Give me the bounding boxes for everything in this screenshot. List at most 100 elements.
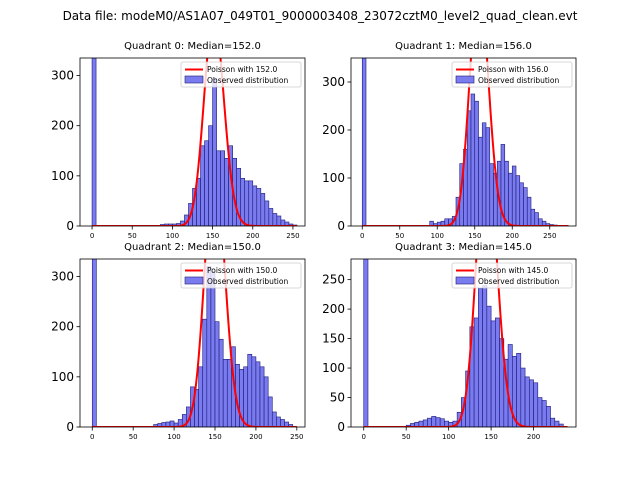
histogram-bar (422, 419, 428, 427)
histogram-bar (91, 58, 97, 226)
histogram-bar (263, 376, 269, 427)
legend-poisson-label: Poisson with 145.0 (478, 266, 548, 275)
histogram-bar (198, 366, 204, 427)
y-tick-label: 150 (322, 332, 345, 346)
histogram-bar (541, 400, 547, 427)
y-tick-label: 250 (322, 273, 345, 287)
histogram-bar (226, 358, 232, 427)
x-tick-label: 50 (129, 433, 138, 441)
histogram-bar (256, 188, 262, 226)
legend-observed-label: Observed distribution (207, 76, 288, 85)
histogram-bar (260, 193, 266, 226)
histogram-bar (272, 213, 278, 226)
histogram-bar (526, 196, 532, 226)
histogram-bar (489, 163, 494, 226)
x-tick-label: 250 (290, 433, 303, 441)
legend-box (451, 262, 573, 289)
histogram-bar (280, 419, 285, 427)
legend-box (180, 262, 302, 289)
x-tick-label: 150 (206, 232, 219, 240)
histogram-bar (251, 356, 257, 427)
histogram-bar (474, 100, 479, 226)
subplot-grid: Quadrant 0: Median=152.0 0 100 200 300 0 50 100… (51, 41, 577, 441)
histogram-bar (276, 215, 282, 226)
y-tick-label: 300 (51, 69, 74, 83)
subplot-quadrant-0: Quadrant 0: Median=152.0 0 100 200 300 0 50 100… (51, 41, 306, 240)
x-tick-label: 0 (360, 232, 364, 240)
poisson-curve (92, 58, 297, 226)
histogram-bar (504, 160, 509, 226)
histogram-bar (202, 318, 208, 427)
histogram-bar (511, 165, 517, 226)
x-tick-label: 0 (90, 232, 94, 240)
histogram-bar (470, 93, 476, 226)
histogram-bar (482, 285, 488, 427)
histogram-bar (271, 411, 277, 427)
x-tick-label: 250 (543, 232, 556, 240)
histogram-bar (550, 417, 556, 427)
y-tick-label: 100 (51, 169, 74, 183)
histogram-bars (91, 58, 298, 226)
legend-observed-swatch (184, 276, 204, 285)
subplot-title: Quadrant 0: Median=152.0 (124, 41, 261, 52)
histogram-bar (537, 397, 543, 427)
histogram-bar (431, 416, 437, 427)
legend-observed-label: Observed distribution (478, 76, 559, 85)
histogram-bar (204, 140, 209, 226)
y-tick-label: 0 (337, 420, 345, 434)
legend-observed-swatch (455, 276, 475, 285)
histogram-bar (210, 271, 216, 427)
histogram-bar (361, 58, 367, 226)
histogram-bar (528, 379, 534, 427)
histogram-bar (523, 187, 528, 226)
histogram-bar (427, 417, 432, 427)
histogram-bar (267, 396, 273, 427)
histogram-bar (485, 127, 491, 226)
y-tick-label: 100 (322, 171, 345, 185)
y-tick-label: 200 (51, 320, 74, 334)
x-tick-label: 50 (402, 433, 411, 441)
histogram-bar (495, 317, 500, 427)
histogram-bar (206, 266, 212, 427)
y-tick-label: 0 (337, 219, 345, 233)
y-tick-label: 300 (51, 270, 74, 284)
histogram-bar (91, 259, 97, 427)
histogram-bar (222, 358, 228, 427)
histogram-bars (363, 259, 564, 427)
histogram-bar (533, 382, 539, 427)
histogram-bar (363, 259, 369, 427)
histogram-bar (247, 353, 253, 427)
subplot-title: Quadrant 3: Median=145.0 (395, 242, 532, 253)
histogram-bar (255, 361, 261, 427)
legend-observed-label: Observed distribution (478, 277, 559, 286)
histogram-bar (208, 125, 213, 226)
histogram-bar (478, 136, 483, 226)
legend: Poisson with 152.0 Observed distribution (180, 61, 302, 88)
y-tick-label: 100 (51, 370, 74, 384)
legend-box (451, 61, 573, 88)
y-tick-label: 50 (330, 391, 345, 405)
x-tick-label: 100 (167, 433, 180, 441)
axes-frame (79, 57, 306, 227)
legend-observed-label: Observed distribution (207, 277, 288, 286)
histogram-bar (259, 366, 265, 427)
legend-poisson-label: Poisson with 152.0 (207, 65, 277, 74)
histogram-bar (519, 182, 524, 226)
subplot-quadrant-1: Quadrant 1: Median=156.0 0 100 200 300 0 50 100… (322, 41, 577, 240)
histogram-bar (224, 158, 229, 226)
histogram-bars (91, 259, 294, 427)
histogram-bar (507, 344, 513, 427)
x-tick-label: 100 (166, 232, 179, 240)
histogram-bar (545, 406, 551, 427)
x-tick-label: 200 (527, 433, 540, 441)
y-tick-label: 100 (322, 361, 345, 375)
legend-observed-swatch (455, 75, 475, 84)
y-tick-label: 200 (322, 123, 345, 137)
x-tick-label: 0 (90, 433, 94, 441)
histogram-bar (244, 180, 250, 226)
x-tick-label: 100 (431, 232, 444, 240)
legend-poisson-label: Poisson with 150.0 (207, 266, 277, 275)
x-tick-label: 0 (362, 433, 366, 441)
histogram-bar (216, 150, 221, 226)
histogram-bar (435, 417, 441, 427)
